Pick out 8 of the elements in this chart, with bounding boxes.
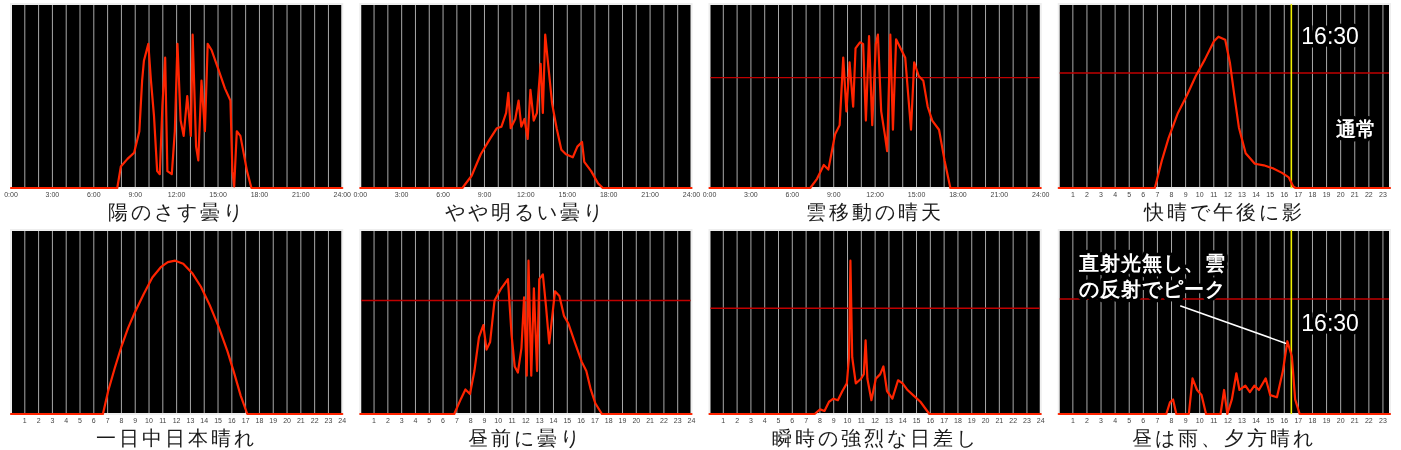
title: 昼は雨、夕方晴れ: [1132, 427, 1317, 449]
title: 雲移動の晴天: [806, 201, 945, 223]
title: 陽のさす曇り: [107, 201, 246, 223]
title: 瞬時の強烈な日差し: [771, 427, 979, 449]
title: 快晴で午後に影: [1143, 201, 1305, 223]
title: 昼前に曇り: [468, 427, 584, 449]
title: やや明るい曇り: [445, 201, 607, 223]
title: 一日中日本晴れ: [96, 427, 258, 449]
